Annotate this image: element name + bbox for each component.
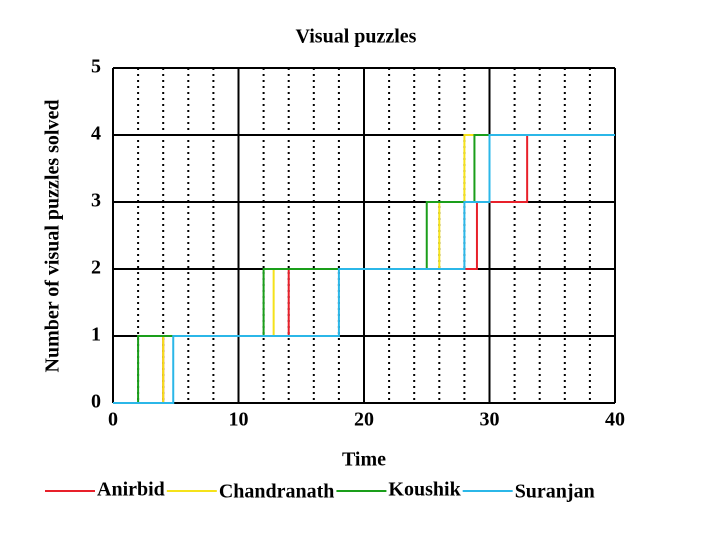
legend-label: Anirbid (97, 479, 165, 501)
y-tick-label: 4 (91, 123, 101, 145)
x-tick-label: 30 (480, 409, 500, 431)
y-tick-label: 5 (91, 56, 101, 78)
legend-label: Chandranath (219, 481, 335, 503)
y-tick-label: 2 (91, 257, 101, 279)
x-tick-label: 20 (354, 409, 374, 431)
y-tick-label: 1 (91, 324, 101, 346)
x-axis-label: Time (342, 449, 386, 471)
x-tick-label: 10 (229, 409, 249, 431)
y-axis-label: Number of visual puzzles solved (42, 100, 64, 373)
x-tick-label: 40 (605, 409, 625, 431)
x-tick-label: 0 (108, 409, 118, 431)
series-line (113, 134, 615, 404)
chart-title: Visual puzzles (296, 26, 417, 48)
legend-label: Koushik (388, 479, 461, 501)
y-tick-label: 3 (91, 190, 101, 212)
y-tick-label: 0 (91, 391, 101, 413)
legend-label: Suranjan (515, 481, 595, 503)
